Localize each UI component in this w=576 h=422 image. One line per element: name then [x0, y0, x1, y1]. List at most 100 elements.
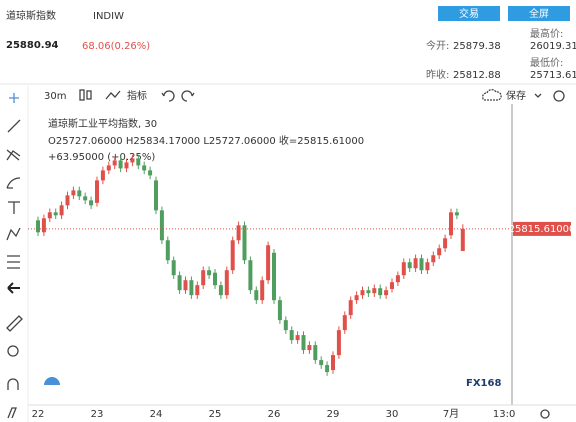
x-tick-label: 24: [150, 409, 163, 420]
candle-body: [454, 212, 459, 216]
candle-body: [425, 262, 430, 271]
candle-body: [248, 260, 253, 291]
stat-value: 25812.88: [453, 70, 501, 81]
current-price: 25880.94: [6, 40, 59, 51]
crosshair-tool[interactable]: [9, 93, 19, 103]
interval-button[interactable]: 30m: [44, 91, 66, 102]
candle-body: [360, 290, 365, 296]
candle-body: [218, 285, 223, 296]
candle-body: [112, 160, 117, 166]
x-tick-label: 26: [268, 409, 281, 420]
candle-body: [207, 270, 212, 276]
save-button[interactable]: 保存: [506, 89, 526, 102]
redo-button[interactable]: [181, 90, 195, 102]
stat-value: 25713.61: [530, 70, 576, 81]
magnet-tool[interactable]: [7, 378, 19, 390]
candle-body: [201, 270, 206, 286]
candle-body: [36, 220, 40, 233]
candle-body: [83, 196, 88, 201]
line-tool[interactable]: [7, 119, 21, 133]
axis-settings[interactable]: [540, 409, 550, 419]
candle-body: [183, 280, 188, 291]
settings-button[interactable]: [553, 90, 565, 102]
last-price-tag: [513, 221, 571, 236]
candle-body: [390, 282, 394, 289]
candle-body: [301, 335, 306, 351]
trade-button[interactable]: [438, 6, 500, 21]
candle-body: [65, 195, 70, 206]
candle-body: [41, 218, 46, 233]
index-code: INDIW: [93, 11, 124, 22]
candle-body: [77, 190, 82, 197]
zoom-tool[interactable]: [7, 345, 19, 357]
x-tick-label: 30: [386, 409, 399, 420]
candle-body: [47, 212, 52, 219]
price-change: 68.06(0.26%): [82, 41, 150, 52]
legend-name: 道琼斯工业平均指数, 30: [48, 117, 157, 130]
legend-change: +63.95000 (+0.25%): [48, 152, 155, 163]
candle-body: [372, 288, 377, 294]
candle-body: [159, 210, 164, 241]
candle-body: [283, 320, 288, 331]
x-tick-label: 23: [91, 409, 104, 420]
candle-body: [289, 330, 294, 341]
candle-body: [154, 180, 158, 211]
candle-body: [272, 252, 276, 301]
indicators-button[interactable]: 指标: [127, 89, 147, 102]
candle-body: [348, 300, 353, 316]
candle-body: [295, 335, 300, 341]
candle-body: [95, 180, 99, 203]
save-menu[interactable]: [534, 93, 542, 98]
indicator-icon[interactable]: [105, 90, 121, 100]
text-tool[interactable]: [8, 201, 20, 214]
stat-label: 今开:: [426, 39, 449, 52]
candle-body: [384, 290, 389, 296]
ruler-tool[interactable]: [6, 315, 23, 332]
candle-body: [177, 275, 182, 291]
brush-tool[interactable]: [6, 177, 21, 189]
candle-body: [331, 355, 335, 371]
candle-body: [413, 258, 418, 269]
candle-body: [230, 240, 235, 271]
candle-body: [307, 345, 312, 351]
candle-body: [118, 160, 123, 169]
drawing-tools: [6, 93, 23, 419]
x-tick-label: 7月: [443, 408, 459, 420]
stat-label: 昨收:: [426, 68, 449, 81]
candle-body: [71, 190, 76, 196]
candle-body: [366, 290, 371, 294]
candle-body: [313, 345, 318, 361]
candle-body: [165, 240, 170, 261]
candle-body: [124, 162, 129, 169]
candle-body: [136, 158, 141, 166]
candle-body: [224, 270, 229, 296]
candle-body: [236, 225, 241, 241]
candle-body: [171, 260, 176, 276]
legend-ohlc: O25727.06000 H25834.17000 L25727.06000 收…: [48, 134, 364, 147]
pattern-tool[interactable]: [6, 227, 21, 241]
fullscreen-button[interactable]: [508, 6, 570, 21]
eraser-tool[interactable]: [7, 407, 17, 419]
candle-body: [449, 212, 453, 236]
candle-body: [242, 225, 247, 261]
undo-button[interactable]: [161, 90, 175, 102]
fullscreen-button-label[interactable]: 全屏: [529, 7, 549, 20]
candle-body: [325, 365, 330, 373]
back-tool[interactable]: [7, 282, 20, 294]
candle-body: [142, 165, 147, 171]
candle-body: [336, 330, 341, 356]
candle-body: [431, 255, 436, 263]
stat-label: 最低价:: [530, 56, 563, 69]
trade-button-label[interactable]: 交易: [459, 7, 479, 20]
candle-body: [189, 280, 194, 296]
fib-tool[interactable]: [6, 149, 21, 161]
candle-body: [100, 170, 105, 181]
prediction-tool[interactable]: [7, 255, 20, 269]
chart-type-button[interactable]: [79, 89, 92, 101]
candle-body: [130, 158, 135, 163]
candle-body: [460, 228, 465, 251]
candle-body: [443, 238, 448, 249]
stat-value: 25879.38: [453, 41, 501, 52]
cloud-icon[interactable]: [482, 88, 502, 101]
candle-body: [342, 315, 347, 331]
